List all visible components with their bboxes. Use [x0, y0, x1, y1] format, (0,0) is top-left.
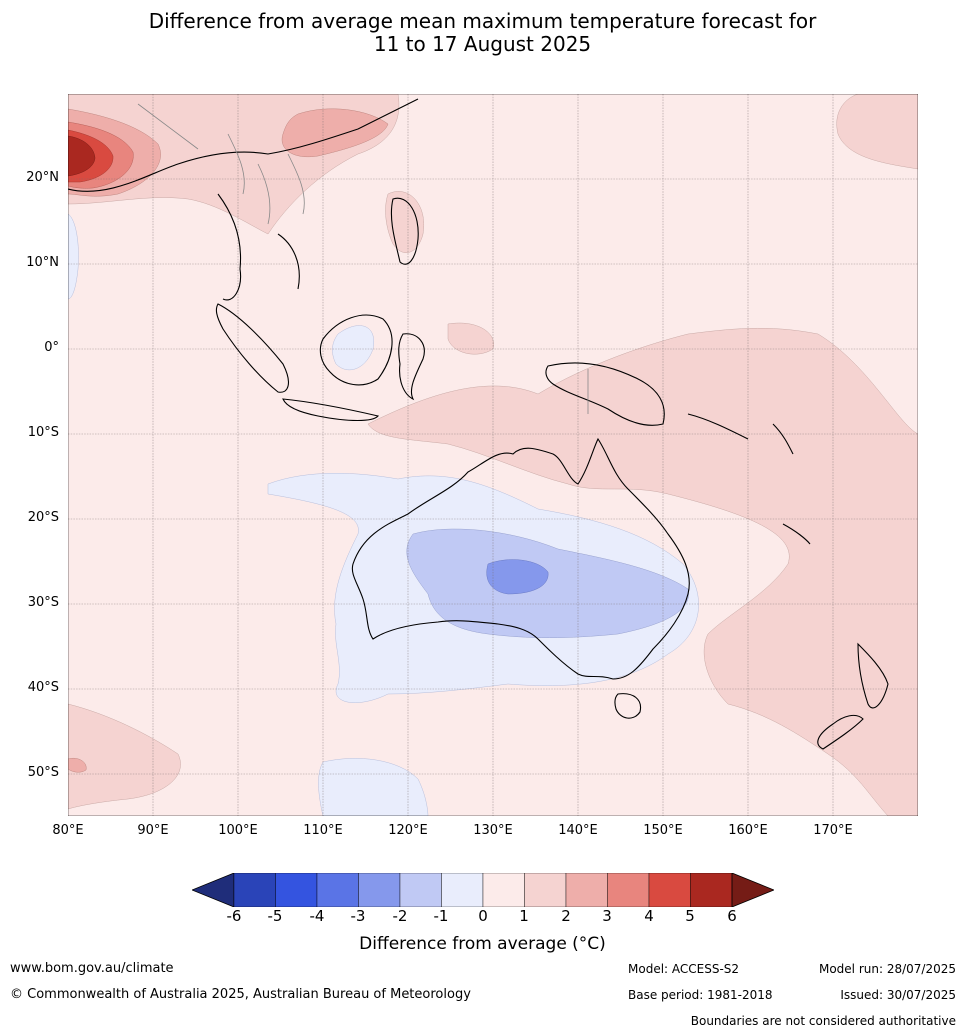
lon-label-170e: 170°E — [813, 823, 853, 838]
colorbar-swatch — [690, 873, 733, 907]
philippines-coastline — [390, 197, 419, 265]
boundaries-disclaimer: Boundaries are not considered authoritat… — [690, 1014, 956, 1028]
cbar-tick-m1: -1 — [433, 907, 449, 925]
anomaly-zone-colder — [406, 528, 689, 638]
cbar-tick-3: 3 — [602, 907, 612, 925]
lat-label-20s: 20°S — [27, 510, 59, 525]
lon-label-150e: 150°E — [643, 823, 683, 838]
colorbar-swatch — [565, 873, 608, 907]
bom-website-link[interactable]: www.bom.gov.au/climate — [10, 961, 174, 976]
anomaly-zone-extreme — [68, 135, 96, 177]
lat-label-10n: 10°N — [26, 255, 59, 270]
tasmania-coastline — [614, 693, 642, 719]
cbar-tick-m6: -6 — [226, 907, 242, 925]
colorbar-swatch — [275, 873, 318, 907]
cbar-tick-m2: -2 — [392, 907, 408, 925]
anomaly-zone-cool-southern-ocean — [318, 758, 429, 816]
colorbar-swatch — [441, 873, 484, 907]
model-run-date: Model run: 28/07/2025 — [818, 962, 956, 976]
model-name: Model: ACCESS-S2 — [628, 962, 740, 976]
java-coastline — [282, 398, 379, 422]
cbar-tick-2: 2 — [561, 907, 571, 925]
country-borders — [137, 103, 589, 414]
anomaly-zone-cool-india — [68, 213, 79, 300]
map-gridlines — [68, 94, 918, 816]
lon-label-90e: 90°E — [137, 823, 169, 838]
new-zealand-south-coastline — [817, 714, 864, 750]
cbar-tick-0: 0 — [478, 907, 488, 925]
lat-label-20n: 20°N — [26, 170, 59, 185]
coastlines — [68, 98, 889, 750]
anomaly-zone-warm-southwest — [68, 703, 181, 810]
lon-label-110e: 110°E — [303, 823, 343, 838]
lat-label-30s: 30°S — [27, 595, 59, 610]
lat-label-50s: 50°S — [27, 765, 59, 780]
copyright-text: © Commonwealth of Australia 2025, Austra… — [10, 987, 471, 1002]
lon-label-100e: 100°E — [218, 823, 258, 838]
cbar-tick-4: 4 — [644, 907, 654, 925]
colorbar — [192, 873, 774, 907]
new-zealand-north-coastline — [857, 642, 889, 709]
forecast-map — [68, 94, 918, 816]
lat-label-10s: 10°S — [27, 425, 59, 440]
cbar-tick-m4: -4 — [309, 907, 325, 925]
colorbar-swatch — [399, 873, 442, 907]
title-line-1: Difference from average mean maximum tem… — [148, 9, 817, 33]
borneo-coastline — [319, 314, 393, 386]
lat-label-40s: 40°S — [27, 680, 59, 695]
lon-label-160e: 160°E — [728, 823, 768, 838]
cbar-tick-m5: -5 — [267, 907, 283, 925]
cbar-tick-1: 1 — [519, 907, 529, 925]
issued-date: Issued: 30/07/2025 — [840, 988, 956, 1002]
colorbar-swatch — [316, 873, 359, 907]
cbar-tick-6: 6 — [727, 907, 737, 925]
southeast-asia-coastline — [68, 98, 419, 301]
title-line-2: 11 to 17 August 2025 — [373, 32, 592, 56]
cbar-tick-m3: -3 — [350, 907, 366, 925]
anomaly-zone-warm-pacific-north — [836, 94, 918, 170]
lon-label-130e: 130°E — [473, 823, 513, 838]
lon-label-80e: 80°E — [52, 823, 84, 838]
new-guinea-coastline — [545, 362, 665, 426]
anomaly-zone-warm-maritime — [367, 327, 918, 816]
colorbar-swatch — [524, 873, 567, 907]
map-title: Difference from average mean maximum tem… — [0, 10, 965, 56]
australia-coastline — [351, 437, 690, 680]
colorbar-swatch — [233, 873, 276, 907]
colorbar-title: Difference from average (°C) — [359, 934, 606, 954]
lon-label-140e: 140°E — [558, 823, 598, 838]
anomaly-zone-cool-borneo — [332, 325, 375, 371]
anomaly-zone-coldest — [486, 559, 549, 595]
base-period: Base period: 1981-2018 — [628, 988, 773, 1002]
colorbar-swatch — [607, 873, 650, 907]
cbar-tick-5: 5 — [685, 907, 695, 925]
solomon-islands-coastline — [687, 413, 794, 455]
anomaly-zone-hot-southwest-spot — [68, 758, 87, 773]
new-caledonia-coastline — [782, 523, 811, 545]
colorbar-swatch — [358, 873, 401, 907]
colorbar-swatch — [648, 873, 691, 907]
sulawesi-coastline — [398, 333, 425, 401]
colorbar-arrow-high — [731, 873, 774, 907]
colorbar-arrow-low — [192, 873, 235, 907]
lon-label-120e: 120°E — [388, 823, 428, 838]
lat-label-0: 0° — [44, 340, 59, 355]
colorbar-swatch — [482, 873, 525, 907]
anomaly-zone-warm-philippines — [385, 191, 425, 253]
sumatra-coastline — [215, 303, 289, 393]
